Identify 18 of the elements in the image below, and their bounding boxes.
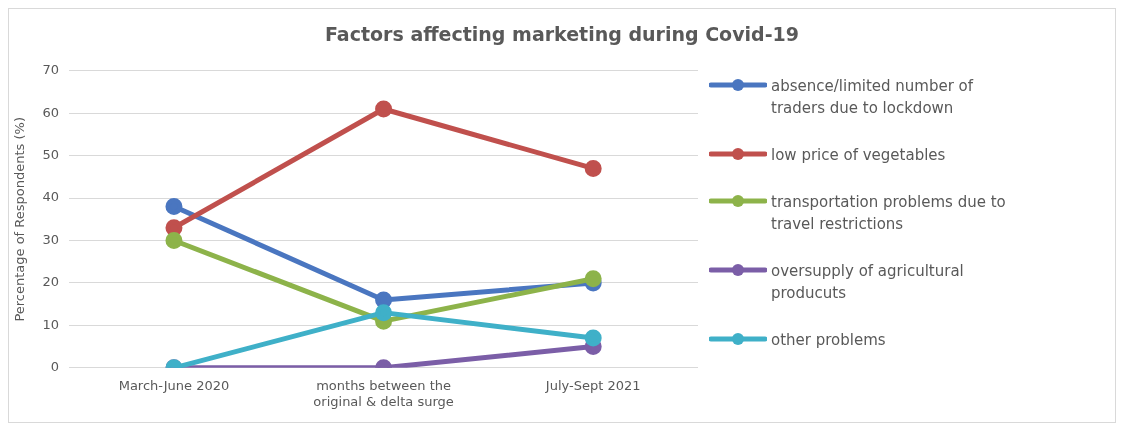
y-tick-label: 70 bbox=[42, 62, 60, 78]
y-tick-label: 40 bbox=[42, 189, 60, 205]
x-tick-label: July-Sept 2021 bbox=[544, 377, 641, 393]
legend-label: low price of vegetables bbox=[771, 145, 947, 167]
y-tick-label: 20 bbox=[42, 274, 60, 290]
chart-title: Factors affecting marketing during Covid-19 bbox=[324, 23, 800, 47]
y-tick-label: 60 bbox=[42, 104, 60, 120]
legend-label: other problems bbox=[771, 329, 887, 351]
y-tick-label: 50 bbox=[42, 147, 60, 163]
legend-label: transportation problems due to travel restrictions bbox=[771, 192, 1007, 235]
x-tick-label: months between the original & delta surge bbox=[313, 377, 454, 409]
y-tick-label: 10 bbox=[42, 316, 60, 332]
y-tick-label: 0 bbox=[50, 359, 60, 375]
legend-label: absence/limited number of traders due to lockdown bbox=[771, 76, 975, 120]
x-tick-label: March-June 2020 bbox=[118, 377, 230, 393]
y-tick-label: 30 bbox=[42, 231, 60, 247]
legend-label: oversupply of agricultural producuts bbox=[771, 260, 965, 304]
y-axis-title: Percentage of Respondents (%) bbox=[12, 117, 28, 322]
